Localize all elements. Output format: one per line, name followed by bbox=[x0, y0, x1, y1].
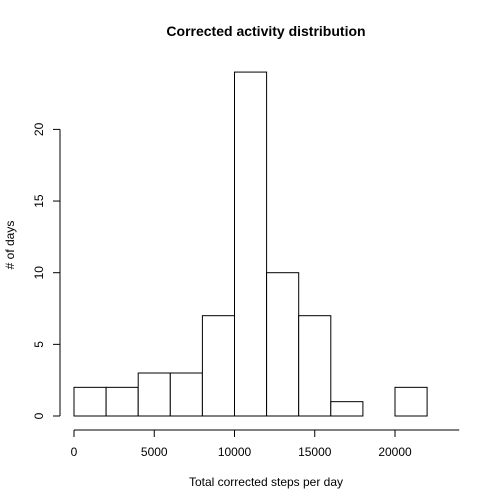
y-axis-label: # of days bbox=[3, 221, 17, 270]
x-tick-label: 5000 bbox=[141, 445, 168, 459]
y-tick-label: 5 bbox=[32, 341, 46, 348]
y-tick-label: 10 bbox=[32, 266, 46, 280]
histogram-bar bbox=[331, 402, 363, 416]
y-tick-label: 15 bbox=[32, 194, 46, 208]
y-axis: 0 5 10 15 20 bbox=[32, 122, 60, 419]
x-axis-label: Total corrected steps per day bbox=[189, 475, 343, 489]
y-tick-label: 20 bbox=[32, 122, 46, 136]
x-tick-label: 20000 bbox=[378, 445, 412, 459]
y-tick-label: 0 bbox=[32, 412, 46, 419]
x-tick-label: 10000 bbox=[218, 445, 252, 459]
histogram-bar bbox=[74, 387, 106, 416]
histogram-bar bbox=[106, 387, 138, 416]
chart-title: Corrected activity distribution bbox=[166, 23, 365, 39]
x-axis: 0 5000 10000 15000 20000 bbox=[71, 430, 460, 459]
histogram-bar bbox=[170, 373, 202, 416]
x-tick-label: 0 bbox=[71, 445, 78, 459]
histogram-bar bbox=[235, 72, 267, 416]
histogram-bar bbox=[395, 387, 427, 416]
histogram-bar bbox=[138, 373, 170, 416]
histogram-bar bbox=[267, 273, 299, 416]
x-tick-label: 15000 bbox=[298, 445, 332, 459]
bars-group bbox=[74, 72, 427, 416]
histogram-bar bbox=[202, 316, 234, 416]
histogram-bar bbox=[299, 316, 331, 416]
